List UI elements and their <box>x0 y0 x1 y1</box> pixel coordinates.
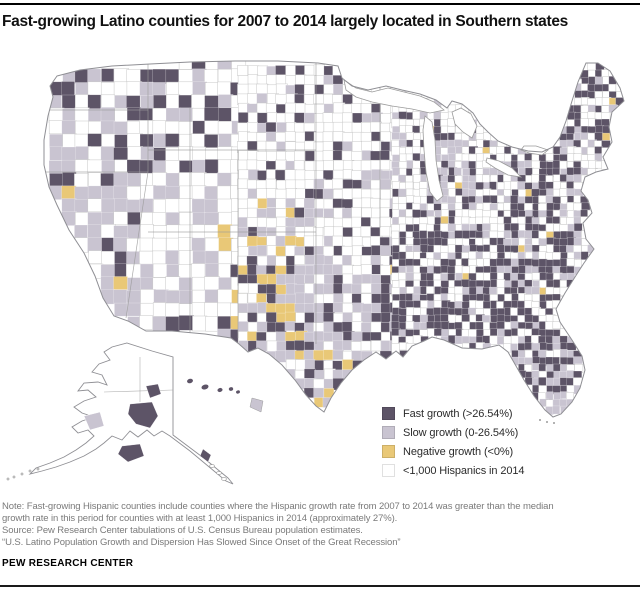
top-rule <box>0 3 640 5</box>
map-canvas <box>6 60 625 485</box>
legend-label: <1,000 Hispanics in 2014 <box>403 464 525 477</box>
legend-item-slow-growth: Slow growth (0-26.54%) <box>382 423 524 442</box>
note-text: Note: Fast-growing Hispanic counties inc… <box>2 501 554 524</box>
bottom-rule <box>0 585 640 587</box>
legend-label: Negative growth (<0%) <box>403 445 514 458</box>
page-title: Fast-growing Latino counties for 2007 to… <box>2 13 568 30</box>
legend-label: Slow growth (0-26.54%) <box>403 426 519 439</box>
legend-item-negative-growth: Negative growth (<0%) <box>382 442 524 461</box>
legend-swatch-none <box>382 464 395 477</box>
legend-swatch-negative <box>382 445 395 458</box>
pew-research-center-wordmark: PEW RESEARCH CENTER <box>2 558 134 569</box>
source-text: Source: Pew Research Center tabulations … <box>2 525 363 536</box>
us-county-choropleth-map <box>6 60 625 485</box>
legend-label: Fast growth (>26.54%) <box>403 407 513 420</box>
legend-item-fast-growth: Fast growth (>26.54%) <box>382 404 524 423</box>
legend-swatch-slow <box>382 426 395 439</box>
legend-item-under-1000: <1,000 Hispanics in 2014 <box>382 461 525 480</box>
map-legend: Fast growth (>26.54%) Slow growth (0-26.… <box>382 404 525 480</box>
legend-swatch-fast <box>382 407 395 420</box>
footnotes: Note: Fast-growing Hispanic counties inc… <box>2 501 636 549</box>
report-title-text: “U.S. Latino Population Growth and Dispe… <box>2 537 401 548</box>
